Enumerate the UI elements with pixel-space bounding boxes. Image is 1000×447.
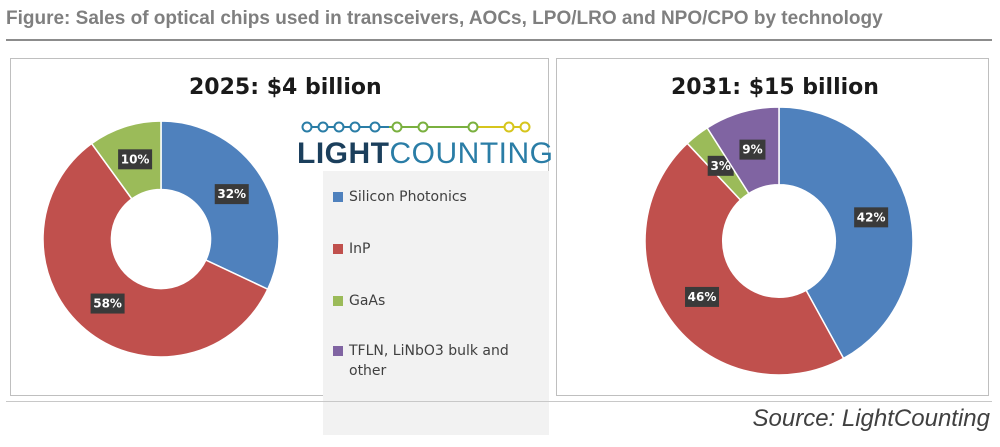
lightcounting-logo: LIGHTCOUNTING — [297, 119, 553, 179]
donut-chart-2025: 32% 58% 10% — [42, 120, 280, 358]
donut-chart-2031: 42% 46% 3% 9% — [644, 106, 914, 376]
data-label-text-2031-silicon-photonics: 42% — [857, 210, 886, 224]
logo-text-light: LIGHT — [297, 137, 390, 170]
data-label-2025-inp: 58% — [90, 293, 125, 314]
data-label-text-2031-inp: 46% — [688, 290, 717, 304]
data-label-text-2025-inp: 58% — [93, 297, 122, 311]
data-label-box-2025-inp — [90, 293, 125, 314]
donut-slice-2031-inp — [644, 142, 845, 376]
figure-title: Figure: Sales of optical chips used in t… — [6, 8, 883, 29]
legend-swatch-silicon-photonics — [333, 192, 343, 202]
data-label-2025-gaas: 10% — [118, 149, 153, 170]
data-label-box-2025-silicon-photonics — [214, 184, 249, 205]
logo-wordmark: LIGHTCOUNTING — [297, 137, 554, 171]
legend-swatch-inp — [333, 244, 343, 254]
data-label-box-2025-gaas — [118, 149, 153, 170]
chart-panel-2025: 2025: $4 billion 32% 58% 10% LIGHTCOUNTING… — [10, 58, 553, 435]
legend-label-tfln-other: TFLN, LiNbO3 bulk and other — [349, 343, 509, 379]
chart-title-2031: 2031: $15 billion — [671, 75, 879, 100]
legend-label-gaas: GaAs — [349, 293, 386, 309]
title-rule — [6, 39, 992, 41]
logo-circuit-icon — [301, 121, 531, 133]
data-label-box-2031-gaas — [707, 155, 734, 176]
chart-title-2025: 2025: $4 billion — [189, 75, 382, 100]
donut-slice-2025-silicon-photonics — [160, 120, 280, 291]
legend-swatch-tfln-other — [333, 346, 343, 356]
data-label-2031-gaas: 3% — [707, 155, 734, 176]
legend-label-silicon-photonics: Silicon Photonics — [349, 189, 467, 205]
donut-slice-2031-silicon-photonics — [778, 106, 914, 360]
chart-panel-2031: 2031: $15 billion 42% 46% 3% 9% — [556, 58, 989, 396]
chart-legend: Silicon Photonics InP GaAs TFLN, LiNbO3 … — [323, 171, 549, 435]
data-label-text-2031-gaas: 3% — [711, 159, 731, 173]
data-label-text-2025-silicon-photonics: 32% — [217, 187, 246, 201]
data-label-box-2031-tfln-other — [739, 139, 766, 160]
data-label-2031-tfln-other: 9% — [739, 139, 766, 160]
data-label-2025-silicon-photonics: 32% — [214, 184, 249, 205]
source-note: Source: LightCounting — [752, 405, 991, 432]
data-label-box-2031-silicon-photonics — [854, 207, 889, 228]
logo-text-counting: COUNTING — [389, 137, 554, 170]
data-label-2031-inp: 46% — [685, 286, 720, 307]
data-label-2031-silicon-photonics: 42% — [854, 207, 889, 228]
data-label-text-2025-gaas: 10% — [121, 152, 150, 166]
footer-rule — [6, 401, 992, 402]
data-label-box-2031-inp — [685, 286, 720, 307]
legend-swatch-gaas — [333, 296, 343, 306]
data-label-text-2031-tfln-other: 9% — [742, 143, 762, 157]
legend-label-inp: InP — [349, 241, 371, 257]
